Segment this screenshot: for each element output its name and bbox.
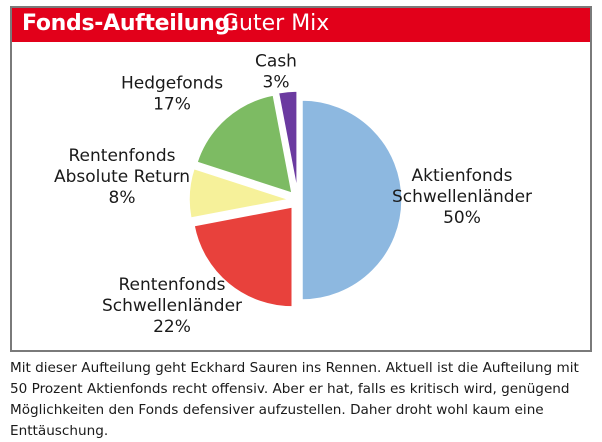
chart-caption: Mit dieser Aufteilung geht Eckhard Saure… [10, 360, 579, 439]
slice-value-label-2: 22% [153, 317, 191, 337]
pie-slice-5 [277, 90, 298, 192]
chart-title-light: Guter Mix [222, 11, 330, 36]
slice-value-label-4: 17% [153, 95, 191, 115]
pie-slice-1 [301, 99, 403, 301]
slice-label-3: Absolute Return [54, 167, 190, 187]
chart-title-bold: Fonds-Aufteilung: [22, 11, 239, 36]
slice-label-2: Schwellenländer [102, 296, 242, 316]
slice-label-5: Cash [255, 52, 297, 72]
slice-label-1: Schwellenländer [392, 187, 532, 207]
slice-value-label-5: 3% [263, 73, 290, 93]
slice-label-2: Rentenfonds [119, 275, 226, 295]
slice-value-label-3: 8% [109, 188, 136, 208]
chart-header: Fonds-Aufteilung: Guter Mix [12, 8, 590, 42]
pie-chart: AktienfondsSchwellenländer50%Rentenfonds… [54, 52, 532, 338]
pie-slice-2 [193, 206, 294, 308]
pie-slices [188, 90, 403, 308]
slice-label-3: Rentenfonds [69, 146, 176, 166]
pie-slice-4 [195, 94, 294, 195]
slice-label-4: Hedgefonds [121, 74, 223, 94]
pie-slice-3 [188, 167, 290, 220]
chart-frame: Fonds-Aufteilung: Guter Mix Aktienfonds S… [10, 6, 592, 352]
pie-labels: AktienfondsSchwellenländer50%Rentenfonds… [54, 52, 532, 338]
slice-value-label-1: 50% [443, 208, 481, 228]
slice-label-1: Aktienfonds [412, 166, 513, 186]
